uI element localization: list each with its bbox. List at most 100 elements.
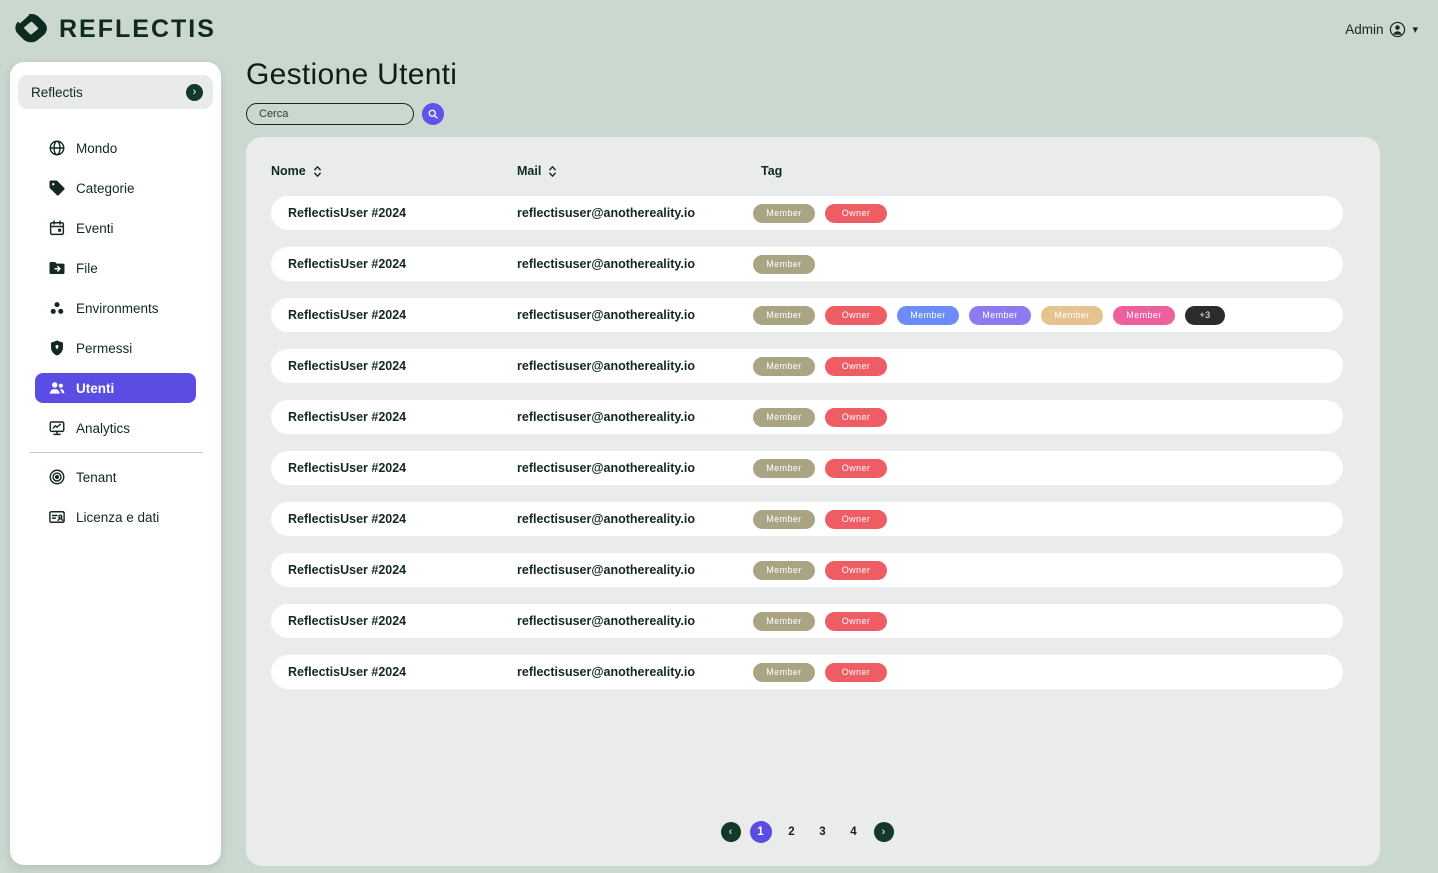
workspace-switcher[interactable]: Reflectis ›	[18, 75, 213, 109]
sidebar-item-label: Analytics	[76, 420, 131, 436]
user-email: reflectisuser@anothereality.io	[517, 359, 695, 373]
tag-list: Member Owner	[752, 407, 1343, 427]
tag-chip: Owner	[825, 611, 887, 631]
sidebar-item-label: Eventi	[76, 220, 114, 236]
table-row[interactable]: ReflectisUser #2024 reflectisuser@another…	[271, 553, 1343, 587]
user-email: reflectisuser@anothereality.io	[517, 665, 695, 679]
user-name: ReflectisUser #2024	[288, 206, 407, 220]
sidebar-item-permessi[interactable]: Permessi	[35, 328, 196, 368]
pagination-page-2[interactable]: 2	[781, 821, 803, 843]
cluster-icon	[48, 299, 66, 317]
column-label: Tag	[761, 164, 783, 178]
sidebar-item-environments[interactable]: Environments	[35, 288, 196, 328]
admin-label: Admin	[1345, 21, 1384, 37]
tag-chip: Owner	[825, 560, 887, 580]
tag-chip: Member	[753, 203, 815, 223]
chevron-left-icon: ‹	[728, 825, 733, 838]
table-row[interactable]: ReflectisUser #2024 reflectisuser@another…	[271, 196, 1343, 230]
pagination-prev-button[interactable]: ‹	[720, 822, 741, 842]
chevron-right-icon: ›	[881, 825, 886, 838]
tag-list: Member Owner	[752, 560, 1343, 580]
users-icon	[48, 379, 66, 397]
table-row[interactable]: ReflectisUser #2024 reflectisuser@another…	[271, 400, 1343, 434]
sidebar-item-analytics[interactable]: Analytics	[35, 408, 196, 448]
tag-chip: Owner	[825, 203, 887, 223]
tag-list: Member Owner	[752, 458, 1343, 478]
user-email: reflectisuser@anothereality.io	[517, 410, 695, 424]
column-header-mail[interactable]: Mail	[517, 164, 752, 178]
column-label: Mail	[517, 164, 542, 178]
tag-list: Member	[752, 254, 1343, 274]
tag-list: Member Owner	[752, 356, 1343, 376]
sidebar-item-eventi[interactable]: Eventi	[35, 208, 196, 248]
folder-arrow-icon	[48, 259, 66, 277]
sidebar: Reflectis › Mondo Categorie Eventi File Envi…	[10, 62, 221, 865]
tag-chip: Owner	[825, 305, 887, 325]
search-button[interactable]	[422, 103, 444, 125]
user-name: ReflectisUser #2024	[288, 665, 407, 679]
tag-chip: Owner	[825, 407, 887, 427]
table-row[interactable]: ReflectisUser #2024 reflectisuser@another…	[271, 451, 1343, 485]
user-name: ReflectisUser #2024	[288, 257, 407, 271]
sidebar-item-tenant[interactable]: Tenant	[35, 457, 196, 497]
table-row[interactable]: ReflectisUser #2024 reflectisuser@another…	[271, 298, 1343, 332]
user-name: ReflectisUser #2024	[288, 563, 407, 577]
workspace-expand-button[interactable]: ›	[186, 83, 203, 101]
pagination-page-3[interactable]: 3	[812, 821, 834, 843]
sidebar-item-mondo[interactable]: Mondo	[35, 128, 196, 168]
tag-chip: Member	[1113, 305, 1175, 325]
user-email: reflectisuser@anothereality.io	[517, 257, 695, 271]
user-name: ReflectisUser #2024	[288, 410, 407, 424]
table-body: ReflectisUser #2024 reflectisuser@another…	[271, 196, 1343, 689]
table-row[interactable]: ReflectisUser #2024 reflectisuser@another…	[271, 502, 1343, 536]
tag-chip: Member	[753, 305, 815, 325]
pagination-page-1[interactable]: 1	[749, 821, 772, 843]
globe-icon	[48, 139, 66, 157]
tag-chip: Member	[753, 356, 815, 376]
table-row[interactable]: ReflectisUser #2024 reflectisuser@another…	[271, 349, 1343, 383]
sidebar-item-label: Utenti	[76, 380, 115, 396]
tag-chip: Member	[753, 611, 815, 631]
tag-chip: Member	[753, 458, 815, 478]
sidebar-item-utenti[interactable]: Utenti	[35, 373, 196, 403]
table-row[interactable]: ReflectisUser #2024 reflectisuser@another…	[271, 655, 1343, 689]
user-avatar-icon	[1389, 21, 1406, 38]
pagination-next-button[interactable]: ›	[873, 822, 894, 842]
sidebar-item-label: Environments	[76, 300, 159, 316]
admin-menu[interactable]: Admin ▾	[1345, 21, 1418, 38]
table-row[interactable]: ReflectisUser #2024 reflectisuser@another…	[271, 604, 1343, 638]
overflow-tag-chip: +3	[1185, 305, 1225, 325]
brand-logo-icon	[14, 11, 51, 48]
sidebar-divider	[30, 452, 203, 453]
search-row	[246, 103, 1380, 125]
sort-icon	[313, 165, 322, 178]
user-name: ReflectisUser #2024	[288, 359, 407, 373]
tag-list: Member Owner Member Member Member Member +3	[752, 305, 1343, 325]
app-header: REFLECTIS Admin ▾	[0, 0, 1438, 58]
sidebar-footer-nav: Tenant Licenza e dati	[10, 457, 221, 537]
tag-chip: Member	[753, 407, 815, 427]
column-header-nome[interactable]: Nome	[271, 164, 517, 178]
sidebar-item-label: Mondo	[76, 140, 118, 156]
sidebar-nav: Mondo Categorie Eventi File Environments Perm…	[10, 128, 221, 448]
sidebar-item-categorie[interactable]: Categorie	[35, 168, 196, 208]
target-icon	[48, 468, 66, 486]
sort-icon	[548, 165, 557, 178]
brand: REFLECTIS	[14, 11, 216, 48]
search-input[interactable]	[246, 103, 414, 125]
sidebar-item-licenza-e-dati[interactable]: Licenza e dati	[35, 497, 196, 537]
tag-list: Member Owner	[752, 203, 1343, 223]
search-icon	[427, 108, 439, 120]
tag-chip: Member	[1041, 305, 1103, 325]
table-row[interactable]: ReflectisUser #2024 reflectisuser@another…	[271, 247, 1343, 281]
sidebar-item-file[interactable]: File	[35, 248, 196, 288]
brand-wordmark: REFLECTIS	[59, 14, 216, 43]
page-title: Gestione Utenti	[246, 58, 458, 91]
tag-chip: Owner	[825, 458, 887, 478]
tag-chip: Member	[753, 560, 815, 580]
user-email: reflectisuser@anothereality.io	[517, 563, 695, 577]
column-label: Nome	[271, 164, 306, 178]
user-email: reflectisuser@anothereality.io	[517, 206, 695, 220]
pagination-page-4[interactable]: 4	[843, 821, 865, 843]
